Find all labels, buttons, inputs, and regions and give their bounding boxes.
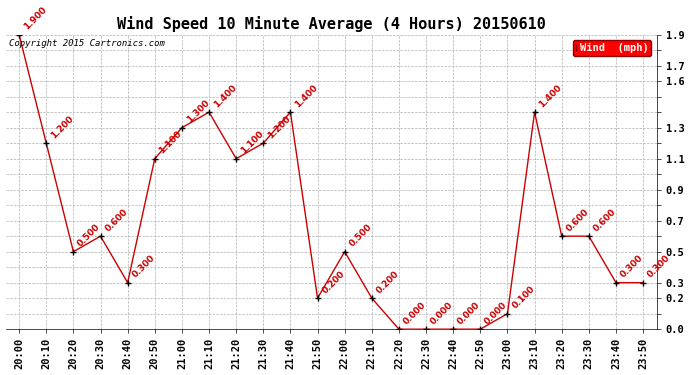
Text: 0.000: 0.000 (456, 300, 482, 326)
Text: 1.100: 1.100 (157, 130, 184, 156)
Text: 1.200: 1.200 (49, 114, 75, 140)
Text: 0.300: 0.300 (646, 254, 672, 280)
Text: 0.100: 0.100 (510, 285, 536, 311)
Text: 0.500: 0.500 (76, 223, 102, 249)
Text: 0.200: 0.200 (375, 269, 401, 296)
Text: 1.300: 1.300 (185, 99, 211, 125)
Text: 0.000: 0.000 (402, 300, 428, 326)
Text: 1.400: 1.400 (538, 83, 564, 110)
Title: Wind Speed 10 Minute Average (4 Hours) 20150610: Wind Speed 10 Minute Average (4 Hours) 2… (117, 16, 546, 32)
Text: 0.200: 0.200 (320, 269, 346, 296)
Legend: Wind  (mph): Wind (mph) (573, 40, 651, 56)
Text: 0.300: 0.300 (130, 254, 157, 280)
Text: Copyright 2015 Cartronics.com: Copyright 2015 Cartronics.com (9, 39, 165, 48)
Text: 0.300: 0.300 (619, 254, 645, 280)
Text: 0.600: 0.600 (104, 207, 130, 233)
Text: 0.600: 0.600 (564, 207, 591, 233)
Text: 0.000: 0.000 (483, 300, 509, 326)
Text: 1.400: 1.400 (212, 83, 238, 110)
Text: 1.400: 1.400 (293, 83, 319, 110)
Text: 1.900: 1.900 (22, 6, 48, 32)
Text: 1.200: 1.200 (266, 114, 293, 140)
Text: 0.600: 0.600 (591, 207, 618, 233)
Text: 0.000: 0.000 (429, 300, 455, 326)
Text: 1.100: 1.100 (239, 130, 265, 156)
Text: 0.500: 0.500 (348, 223, 373, 249)
